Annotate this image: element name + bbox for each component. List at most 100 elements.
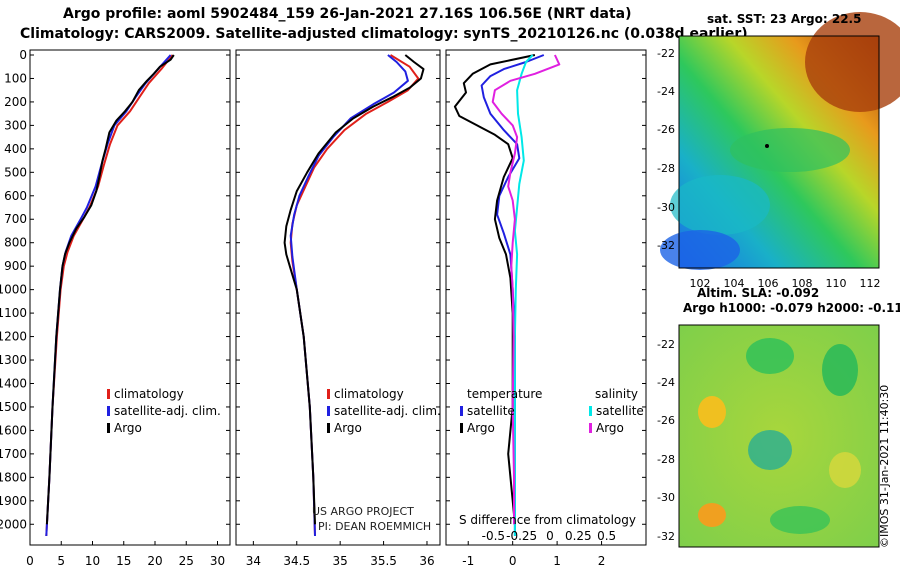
sla-low-patch-1 (746, 338, 794, 374)
figure-title-line1: Argo profile: aoml 5902484_159 26-Jan-20… (63, 6, 632, 22)
sla-map-frame (678, 324, 880, 548)
sst-warm-patch (805, 12, 900, 112)
x-tick-label: 1 (553, 554, 561, 568)
pi-line2: PI: DEAN ROEMMICH (318, 520, 431, 533)
series-line-climatology (45, 54, 174, 537)
secondary-tick-label: 0.5 (597, 529, 616, 543)
sst-lon-tick: 104 (724, 277, 745, 290)
map-axis-ticks: -22 -24 -26 -28 -30 -32 102 104 106 108 … (657, 47, 880, 543)
depth-tick-label: 500 (4, 165, 27, 179)
x-tick-label: 20 (147, 554, 162, 568)
x-tick-label: 36 (419, 554, 434, 568)
depth-tick-label: 300 (4, 118, 27, 132)
x-tick-label: 0 (509, 554, 517, 568)
float-position-marker (765, 144, 769, 148)
legend-swatch-sal-satellite (589, 406, 592, 416)
legend-swatch-argo (327, 423, 330, 433)
x-tick-label: 5 (57, 554, 65, 568)
difference-axis-label: S difference from climatology (459, 513, 636, 527)
depth-tick-label: 1200 (0, 330, 27, 344)
legend-label-argo: Argo (334, 421, 362, 435)
sst-lat-tick: -32 (657, 239, 675, 252)
salinity-grid (236, 54, 440, 545)
depth-tick-label: 1300 (0, 353, 27, 367)
salinity-panel: 34 34.5 35 35.5 36 climatology satellite-adj… (235, 49, 441, 568)
sla-low-patch-3 (748, 430, 792, 470)
depth-tick-label: 1800 (0, 470, 27, 484)
temperature-grid (29, 54, 230, 545)
salinity-panel-frame (235, 49, 441, 546)
temperature-series (45, 54, 175, 537)
depth-tick-label: 1900 (0, 494, 27, 508)
sla-lat-tick: -32 (657, 530, 675, 543)
temperature-panel: 0100200300400500600700800900100011001200… (0, 48, 231, 568)
x-tick-label: 10 (85, 554, 100, 568)
legend-swatch-satellite-adj (327, 406, 330, 416)
salinity-legend: climatology satellite-adj. clim. Argo (327, 387, 441, 435)
legend-label-climatology: climatology (334, 387, 404, 401)
x-tick-label: 34.5 (283, 554, 310, 568)
depth-tick-label: 1500 (0, 400, 27, 414)
legend-head-salinity: salinity (595, 387, 638, 401)
sst-map-title: sat. SST: 23 Argo: 22.5 (707, 12, 862, 26)
legend-swatch-climatology (327, 389, 330, 399)
pi-line1: US ARGO PROJECT (312, 505, 414, 518)
depth-tick-label: 200 (4, 95, 27, 109)
legend-label-argo: Argo (114, 421, 142, 435)
x-tick-label: 30 (210, 554, 225, 568)
sla-lat-tick: -26 (657, 414, 675, 427)
legend-label-temp-argo: Argo (467, 421, 495, 435)
x-tick-label: 35 (333, 554, 348, 568)
temperature-legend: climatology satellite-adj. clim. Argo (107, 387, 221, 435)
depth-tick-label: 1400 (0, 376, 27, 390)
difference-panel: -1 0 1 2 -0.5 -0.25 0 0.25 0.5 temperature salin… (445, 49, 647, 568)
legend-label-sal-argo: Argo (596, 421, 624, 435)
depth-tick-label: 1700 (0, 447, 27, 461)
sst-cyan-patch (670, 175, 770, 235)
series-line-temperature-argo (453, 54, 536, 525)
imos-credit: ©IMOS 31-Jan-2021 11:40:30 (878, 384, 891, 548)
legend-swatch-climatology (107, 389, 110, 399)
legend-swatch-satellite-adj (107, 406, 110, 416)
sst-lat-tick: -22 (657, 47, 675, 60)
x-tick-label: 2 (598, 554, 606, 568)
sla-low-patch-2 (822, 344, 858, 396)
legend-swatch-temp-argo (460, 423, 463, 433)
sst-lat-tick: -26 (657, 123, 675, 136)
legend-label-temp-satellite: satellite (467, 404, 515, 418)
legend-label-satellite-adj: satellite-adj. clim. (334, 404, 441, 418)
sla-lat-tick: -24 (657, 376, 675, 389)
temperature-panel-frame (29, 49, 231, 546)
sst-lon-tick: 108 (792, 277, 813, 290)
legend-swatch-sal-argo (589, 423, 592, 433)
depth-tick-label: 1100 (0, 306, 27, 320)
sst-lon-tick: 106 (758, 277, 779, 290)
depth-tick-label: 1600 (0, 423, 27, 437)
depth-tick-label: 400 (4, 142, 27, 156)
salinity-series (283, 54, 425, 537)
sla-lat-tick: -30 (657, 491, 675, 504)
sst-map-frame (678, 35, 880, 269)
sst-lon-tick: 112 (860, 277, 881, 290)
difference-grid (446, 54, 646, 545)
x-tick-label: 34 (246, 554, 261, 568)
sla-lat-tick: -22 (657, 338, 675, 351)
legend-label-sal-satellite: satellite (596, 404, 644, 418)
depth-tick-label: 2000 (0, 517, 27, 531)
depth-tick-label: 800 (4, 236, 27, 250)
difference-panel-frame (445, 49, 647, 546)
legend-label-climatology: climatology (114, 387, 184, 401)
sla-low-patch-4 (770, 506, 830, 534)
x-tick-label: 25 (179, 554, 194, 568)
sla-map-title: Altim. SLA: -0.092 (697, 286, 820, 300)
series-line-salinity-argo (491, 54, 561, 525)
x-tick-label: -1 (462, 554, 474, 568)
depth-tick-label: 0 (19, 48, 27, 62)
secondary-tick-label: -0.25 (506, 529, 537, 543)
x-tick-label: 15 (116, 554, 131, 568)
depth-tick-label: 1000 (0, 283, 27, 297)
series-line-climatology (289, 54, 420, 537)
sla-high-patch-2 (698, 503, 726, 527)
sst-lon-tick: 102 (690, 277, 711, 290)
